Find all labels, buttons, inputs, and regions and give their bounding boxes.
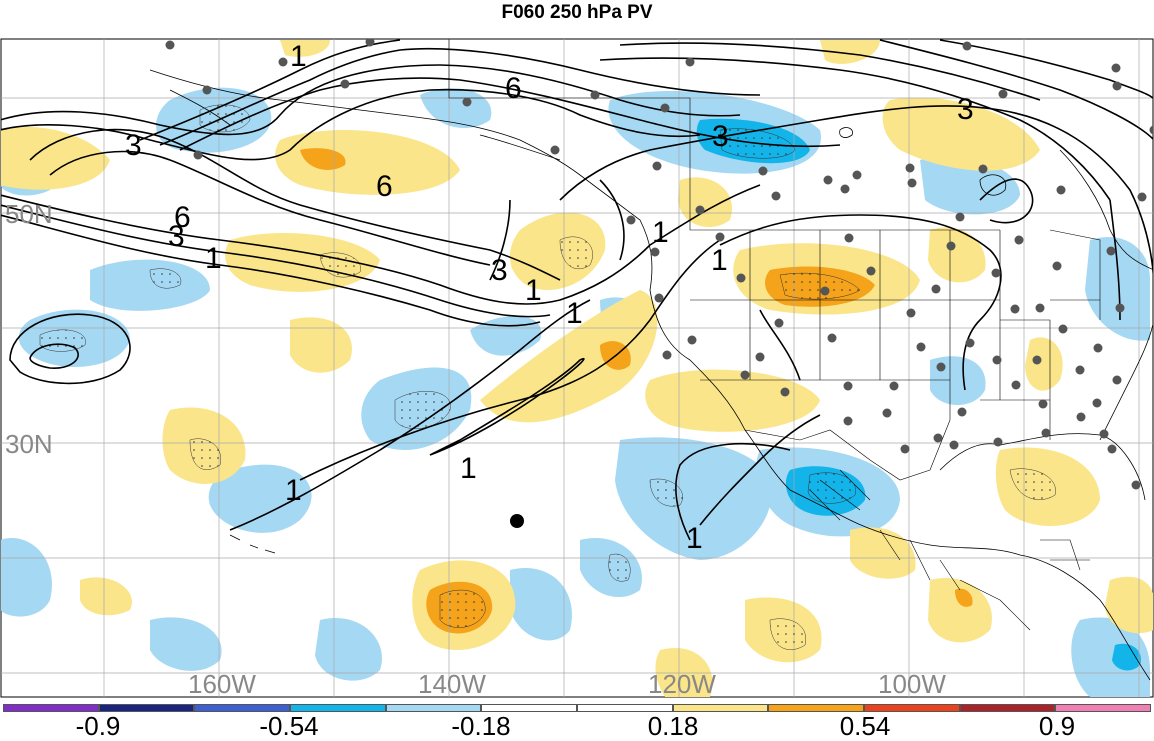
colorbar-label: -0.54 <box>259 712 318 740</box>
contour-label: 1 <box>290 40 307 73</box>
colorbar-label: 0.54 <box>840 712 891 740</box>
lon-label-160w: 160W <box>188 669 256 698</box>
contour-label: 3 <box>491 254 508 287</box>
contour-label: 1 <box>566 297 583 330</box>
lat-label-50n: 50N <box>5 199 53 229</box>
pv-map: 1 6 3 6 3 3 6 3 1 3 1 1 1 1 1 1 1 50N 30… <box>0 0 1154 698</box>
highlight-point <box>510 514 524 528</box>
contour-label: 1 <box>205 242 222 275</box>
contour-label: 3 <box>712 120 729 153</box>
contour-label: 1 <box>686 522 703 555</box>
colorbar-label: 0.9 <box>1039 712 1075 740</box>
colorbar-swatches <box>3 704 1151 712</box>
contour-label: 3 <box>957 93 974 126</box>
colorbar-label: -0.9 <box>76 712 121 740</box>
contour-label: 1 <box>460 452 477 485</box>
lon-label-120w: 120W <box>648 669 716 698</box>
contour-label: 6 <box>505 72 522 105</box>
contour-label: 3 <box>168 220 185 253</box>
lat-label-30n: 30N <box>5 429 53 459</box>
contour-label: 6 <box>376 170 393 203</box>
lon-label-140w: 140W <box>418 669 486 698</box>
contour-label: 3 <box>125 129 142 162</box>
colorbar-label: 0.18 <box>648 712 699 740</box>
contour-label: 1 <box>652 216 669 249</box>
contour-label: 1 <box>711 244 728 277</box>
lon-label-100w: 100W <box>878 669 946 698</box>
contour-label: 1 <box>285 474 302 507</box>
contour-label: 1 <box>525 274 542 307</box>
colorbar: -0.9 -0.54 -0.18 0.18 0.54 0.9 <box>0 698 1154 739</box>
colorbar-label: -0.18 <box>451 712 510 740</box>
